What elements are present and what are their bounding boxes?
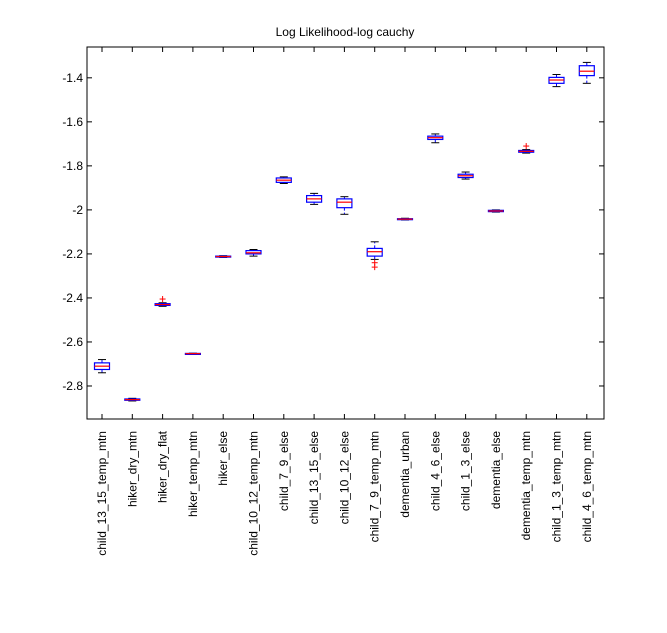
interquartile-box xyxy=(336,198,353,209)
outlier-point xyxy=(159,296,166,303)
x-tick-label: child_4_6_else xyxy=(428,431,442,511)
box-hiker_else xyxy=(215,255,232,258)
box-child_1_3_else xyxy=(457,171,474,180)
x-tick-label: child_1_3_else xyxy=(459,431,473,511)
box-child_7_9_else xyxy=(275,176,292,184)
chart-title: Log Likelihood-log cauchy xyxy=(276,25,415,39)
box-hiker_dry_mtn xyxy=(124,397,141,402)
x-tick-label: hiker_dry_flat xyxy=(156,430,170,503)
x-tick-label: hiker_dry_mtn xyxy=(125,431,139,507)
y-tick-label: -2.6 xyxy=(62,335,83,349)
y-tick-label: -1.4 xyxy=(62,71,83,85)
box-dementia_urban xyxy=(396,217,414,221)
x-tick-label: child_13_15_temp_mtn xyxy=(95,431,109,556)
x-tick-label: child_10_12_else xyxy=(337,431,351,525)
box-child_10_12_else xyxy=(336,196,353,215)
x-tick-label: child_13_15_else xyxy=(307,431,321,525)
box-hiker_dry_flat xyxy=(154,296,171,307)
y-tick-label: -2.4 xyxy=(62,291,83,305)
x-tick-label: hiker_temp_mtn xyxy=(186,431,200,517)
box-child_10_12_temp_mtn xyxy=(245,249,262,257)
box-series xyxy=(93,61,595,402)
x-tick-label: child_4_6_temp_mtn xyxy=(580,431,594,542)
y-tick-label: -2 xyxy=(72,203,83,217)
x-tick-label: dementia_else xyxy=(489,431,503,509)
y-axis: -2.8 -2.6 -2.4 -2.2 -2 -1.8 -1.6 -1.4 xyxy=(62,71,604,393)
box-hiker_temp_mtn xyxy=(184,352,201,356)
y-tick-label: -2.2 xyxy=(62,247,83,261)
box-child_1_3_temp_mtn xyxy=(548,74,565,88)
outlier-point xyxy=(523,143,530,150)
x-tick-label: child_10_12_temp_mtn xyxy=(247,431,261,556)
x-tick-label: child_7_9_else xyxy=(277,431,291,511)
box-dementia_else xyxy=(487,209,504,213)
x-tick-label: child_1_3_temp_mtn xyxy=(550,431,564,542)
x-tick-label: hiker_else xyxy=(216,431,230,486)
outlier-point xyxy=(371,264,378,271)
box-child_7_9_temp_mtn xyxy=(366,241,383,271)
y-tick-label: -1.6 xyxy=(62,115,83,129)
box-dementia_temp_mtn xyxy=(518,143,535,154)
box-child_4_6_temp_mtn xyxy=(578,61,595,84)
x-tick-label: dementia_temp_mtn xyxy=(519,431,533,540)
y-tick-label: -1.8 xyxy=(62,159,83,173)
plot-area-frame xyxy=(86,46,605,420)
box-child_13_15_temp_mtn xyxy=(93,359,111,374)
x-tick-label: dementia_urban xyxy=(398,431,412,518)
box-child_4_6_else xyxy=(427,133,444,144)
x-tick-label: child_7_9_temp_mtn xyxy=(368,431,382,542)
y-tick-label: -2.8 xyxy=(62,379,83,393)
box-child_13_15_else xyxy=(306,192,323,205)
x-axis: child_13_15_temp_mtn hiker_dry_mtn hiker_d… xyxy=(95,47,594,556)
